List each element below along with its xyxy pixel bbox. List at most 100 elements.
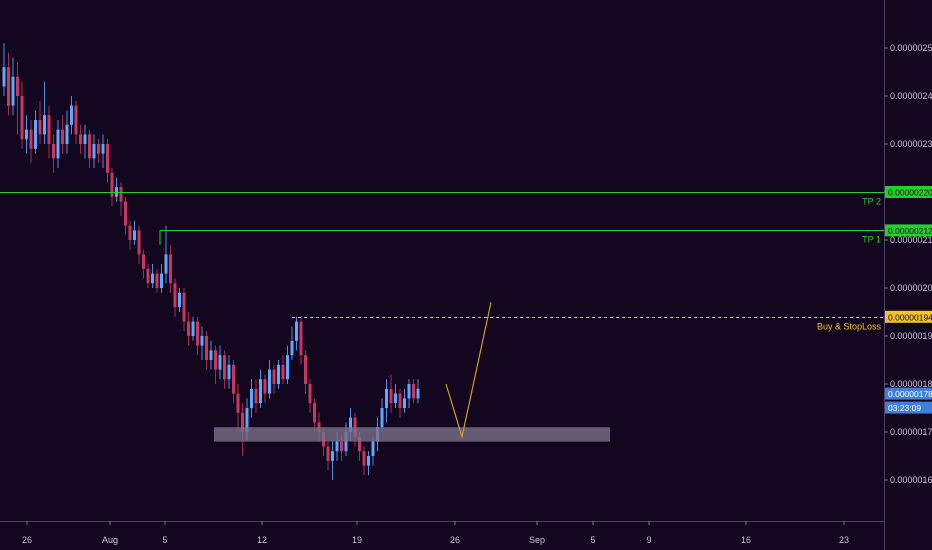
candle-body	[349, 417, 352, 432]
candle-body	[268, 369, 271, 394]
candle-body	[205, 336, 208, 360]
candle-body	[70, 105, 73, 125]
candle-body	[340, 441, 343, 452]
candle-body	[394, 393, 397, 404]
time-axis[interactable]: 26 Aug 5 12 19 26 Sep 5 9 16 23	[22, 521, 849, 545]
candle-body	[47, 115, 51, 144]
candle-body	[277, 364, 280, 384]
candle-body	[412, 384, 415, 399]
candle-body	[128, 225, 132, 240]
candle-body	[74, 105, 78, 135]
candle-body	[160, 273, 163, 288]
candle-body	[326, 446, 330, 461]
level-label-2: Buy & StopLoss	[817, 322, 882, 332]
candle-body	[227, 364, 231, 380]
current-price-badge: 0.00000178	[888, 389, 932, 399]
level-label-1: TP 1	[862, 235, 881, 245]
projection-path[interactable]	[445, 302, 492, 440]
candle-body	[407, 384, 411, 399]
support-zone[interactable]	[214, 427, 610, 442]
level-badge-0: 0.00000220	[888, 188, 932, 198]
x-tick-label: 12	[257, 535, 267, 545]
x-tick-label: 26	[450, 535, 460, 545]
candle-body	[7, 67, 10, 106]
candle-body	[52, 144, 55, 159]
candle-body	[263, 379, 267, 394]
candle-body	[299, 321, 303, 356]
countdown-bg	[885, 401, 932, 414]
candle-body	[385, 388, 388, 408]
candle-body	[83, 134, 87, 144]
candle-body	[173, 283, 177, 308]
candle-body	[331, 451, 334, 461]
candle-body	[313, 403, 316, 423]
candle-body	[151, 273, 154, 284]
candle-body	[106, 144, 109, 173]
candle-body	[169, 254, 172, 284]
candle-body	[272, 369, 276, 384]
candle-body	[335, 441, 339, 452]
candle-body	[182, 292, 186, 322]
candle-body	[371, 441, 375, 456]
candle-body	[209, 350, 213, 360]
level-badge-2: 0.00000194	[888, 312, 932, 322]
candle-body	[304, 355, 307, 384]
candle-body	[236, 393, 240, 413]
candle-body	[196, 321, 199, 346]
candle-body	[146, 268, 150, 284]
candle-body	[178, 292, 181, 308]
current-price-badge-bg	[885, 387, 932, 400]
countdown-label: 03:23:09	[888, 403, 921, 413]
candle-body	[29, 129, 33, 149]
candle-body	[88, 134, 91, 159]
candle-body	[92, 144, 96, 159]
candle-body	[11, 76, 15, 106]
candles-layer	[2, 43, 420, 480]
x-tick-label: 23	[839, 535, 849, 545]
candle-body	[295, 321, 298, 341]
level-badge-1: 0.00000212	[888, 226, 932, 236]
candle-body	[254, 388, 258, 404]
candle-body	[110, 172, 114, 197]
candle-body	[79, 134, 82, 144]
candle-body	[61, 129, 64, 144]
candle-body	[380, 408, 384, 428]
candle-body	[241, 412, 244, 432]
candle-body	[367, 456, 370, 466]
candle-body	[308, 384, 312, 404]
candle-body	[25, 129, 28, 140]
x-tick-label: Sep	[529, 535, 545, 545]
candle-body	[164, 254, 168, 274]
candle-body	[398, 393, 402, 408]
candle-body	[34, 120, 37, 149]
candle-body	[362, 451, 366, 466]
candle-body	[43, 115, 46, 135]
candle-body	[191, 321, 195, 336]
candle-body	[250, 388, 253, 408]
x-tick-label: 5	[590, 535, 595, 545]
candle-body	[286, 355, 289, 380]
candle-body	[38, 120, 42, 135]
candle-body	[119, 187, 123, 202]
candle-body	[65, 124, 69, 144]
x-tick-label: 19	[352, 535, 362, 545]
candle-body	[223, 355, 226, 380]
candle-body	[200, 336, 204, 346]
candle-body	[259, 379, 262, 404]
candle-body	[16, 76, 19, 96]
candle-body	[232, 364, 235, 394]
candle-body	[97, 144, 100, 154]
candle-body	[290, 340, 294, 356]
y-tick-label: 0.00000250	[890, 43, 932, 53]
price-badges: 0.00000220 0.00000212 0.00000194 0.00000178…	[885, 186, 932, 414]
